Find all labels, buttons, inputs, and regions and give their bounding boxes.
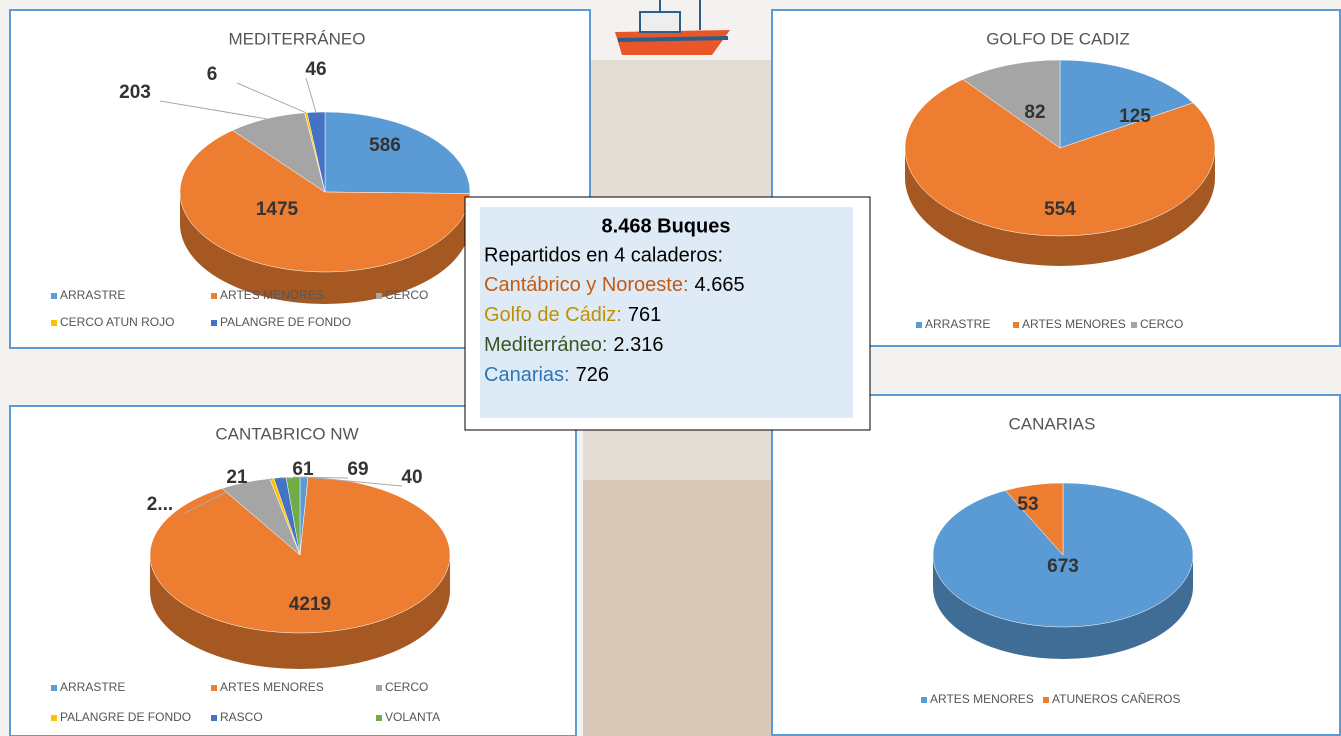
legend-swatch (1131, 322, 1137, 328)
summary-line: Cantábrico y Noroeste: 4.665 (484, 274, 745, 296)
legend-label: CERCO ATUN ROJO (60, 315, 174, 329)
legend-label: CERCO (385, 680, 428, 694)
summary-value: 761 (628, 304, 661, 326)
legend-label: ARTES MENORES (1022, 317, 1126, 331)
legend-label: PALANGRE DE FONDO (220, 315, 351, 329)
leader-line (184, 481, 246, 514)
legend-swatch (916, 322, 922, 328)
legend-swatch (376, 715, 382, 721)
summary-fill (480, 207, 853, 418)
pie-slice (1059, 59, 1194, 149)
legend-label: ARTES MENORES (930, 692, 1034, 706)
data-label: 586 (369, 135, 401, 156)
charts: MEDITERRÁNEO 586 1475 203 6 46 ARRASTRE ARTES M… (51, 29, 1216, 724)
legend-label: ARTES MENORES (220, 680, 324, 694)
summary-name: Canarias: (484, 364, 570, 386)
data-label: 46 (305, 59, 326, 80)
legend-swatch (211, 320, 217, 326)
data-label: 203 (119, 82, 151, 103)
chart-title: GOLFO DE CADIZ (986, 29, 1130, 48)
summary: 8.468 Buques Repartidos en 4 caladeros: Ca… (484, 215, 745, 386)
data-label: 554 (1044, 199, 1076, 220)
data-label: 4219 (289, 594, 331, 615)
summary-line: Golfo de Cádiz: 761 (484, 304, 661, 326)
summary-subtitle: Repartidos en 4 caladeros: (484, 244, 723, 266)
summary-title: 8.468 Buques (602, 215, 731, 237)
legend-label: ARTES MENORES (220, 288, 324, 302)
data-label: 61 (292, 459, 314, 480)
summary-value: 2.316 (613, 334, 663, 356)
photo-strip-lower (583, 480, 772, 736)
summary-name: Golfo de Cádiz: (484, 304, 622, 326)
legend-swatch (211, 715, 217, 721)
legend-swatch (376, 293, 382, 299)
data-label: 21 (226, 467, 248, 488)
legend-swatch (51, 715, 57, 721)
chart-title: CANTABRICO NW (215, 424, 358, 443)
pie-slice (1004, 482, 1064, 556)
data-label: 1475 (256, 199, 299, 220)
legend-swatch (51, 320, 57, 326)
legend-label: ARRASTRE (925, 317, 990, 331)
pie-slice (179, 130, 471, 273)
data-label: 82 (1024, 102, 1045, 123)
data-label: 6 (207, 64, 218, 85)
legend-swatch (921, 697, 927, 703)
legend-label: CERCO (385, 288, 428, 302)
legend-label: ARRASTRE (60, 288, 125, 302)
legend-swatch (1043, 697, 1049, 703)
summary-value: 726 (576, 364, 609, 386)
legend-label: VOLANTA (385, 710, 440, 724)
data-label: 69 (347, 459, 368, 480)
legend-label: PALANGRE DE FONDO (60, 710, 191, 724)
pie-slice (904, 79, 1216, 237)
summary-name: Cantábrico y Noroeste: (484, 274, 689, 296)
pie-side (180, 192, 470, 305)
legend-swatch (51, 685, 57, 691)
legend-label: ATUNEROS CAÑEROS (1052, 692, 1180, 706)
leader-line (293, 476, 349, 479)
leader-line (261, 477, 273, 487)
data-label: 673 (1047, 556, 1079, 577)
summary-line: Mediterráneo: 2.316 (484, 334, 663, 356)
leader-line (159, 100, 267, 120)
legend-swatch (1013, 322, 1019, 328)
summary-line: Canarias: 726 (484, 364, 609, 386)
data-label: 40 (401, 467, 422, 488)
legend-label: RASCO (220, 710, 263, 724)
legend-swatch (211, 685, 217, 691)
legend-swatch (376, 685, 382, 691)
pie-side (150, 555, 450, 669)
pie-slice (306, 111, 326, 193)
leader-line (236, 82, 306, 114)
legend-label: CERCO (1140, 317, 1183, 331)
pie-slice (962, 59, 1061, 149)
data-label: 125 (1119, 106, 1151, 127)
chart-title: CANARIAS (1009, 414, 1096, 433)
leader-line (303, 476, 403, 487)
data-label: 53 (1017, 494, 1038, 515)
summary-name: Mediterráneo: (484, 334, 607, 356)
leader-line (305, 77, 317, 113)
legend-swatch (211, 293, 217, 299)
summary-value: 4.665 (695, 274, 745, 296)
pie-side (933, 555, 1193, 659)
chart-title: MEDITERRÁNEO (229, 29, 366, 48)
legend-swatch (51, 293, 57, 299)
data-label: 2... (147, 494, 173, 515)
pie-slice (324, 111, 471, 194)
boat-icon (615, 0, 730, 55)
pie-side (905, 148, 1215, 266)
legend-label: ARRASTRE (60, 680, 125, 694)
